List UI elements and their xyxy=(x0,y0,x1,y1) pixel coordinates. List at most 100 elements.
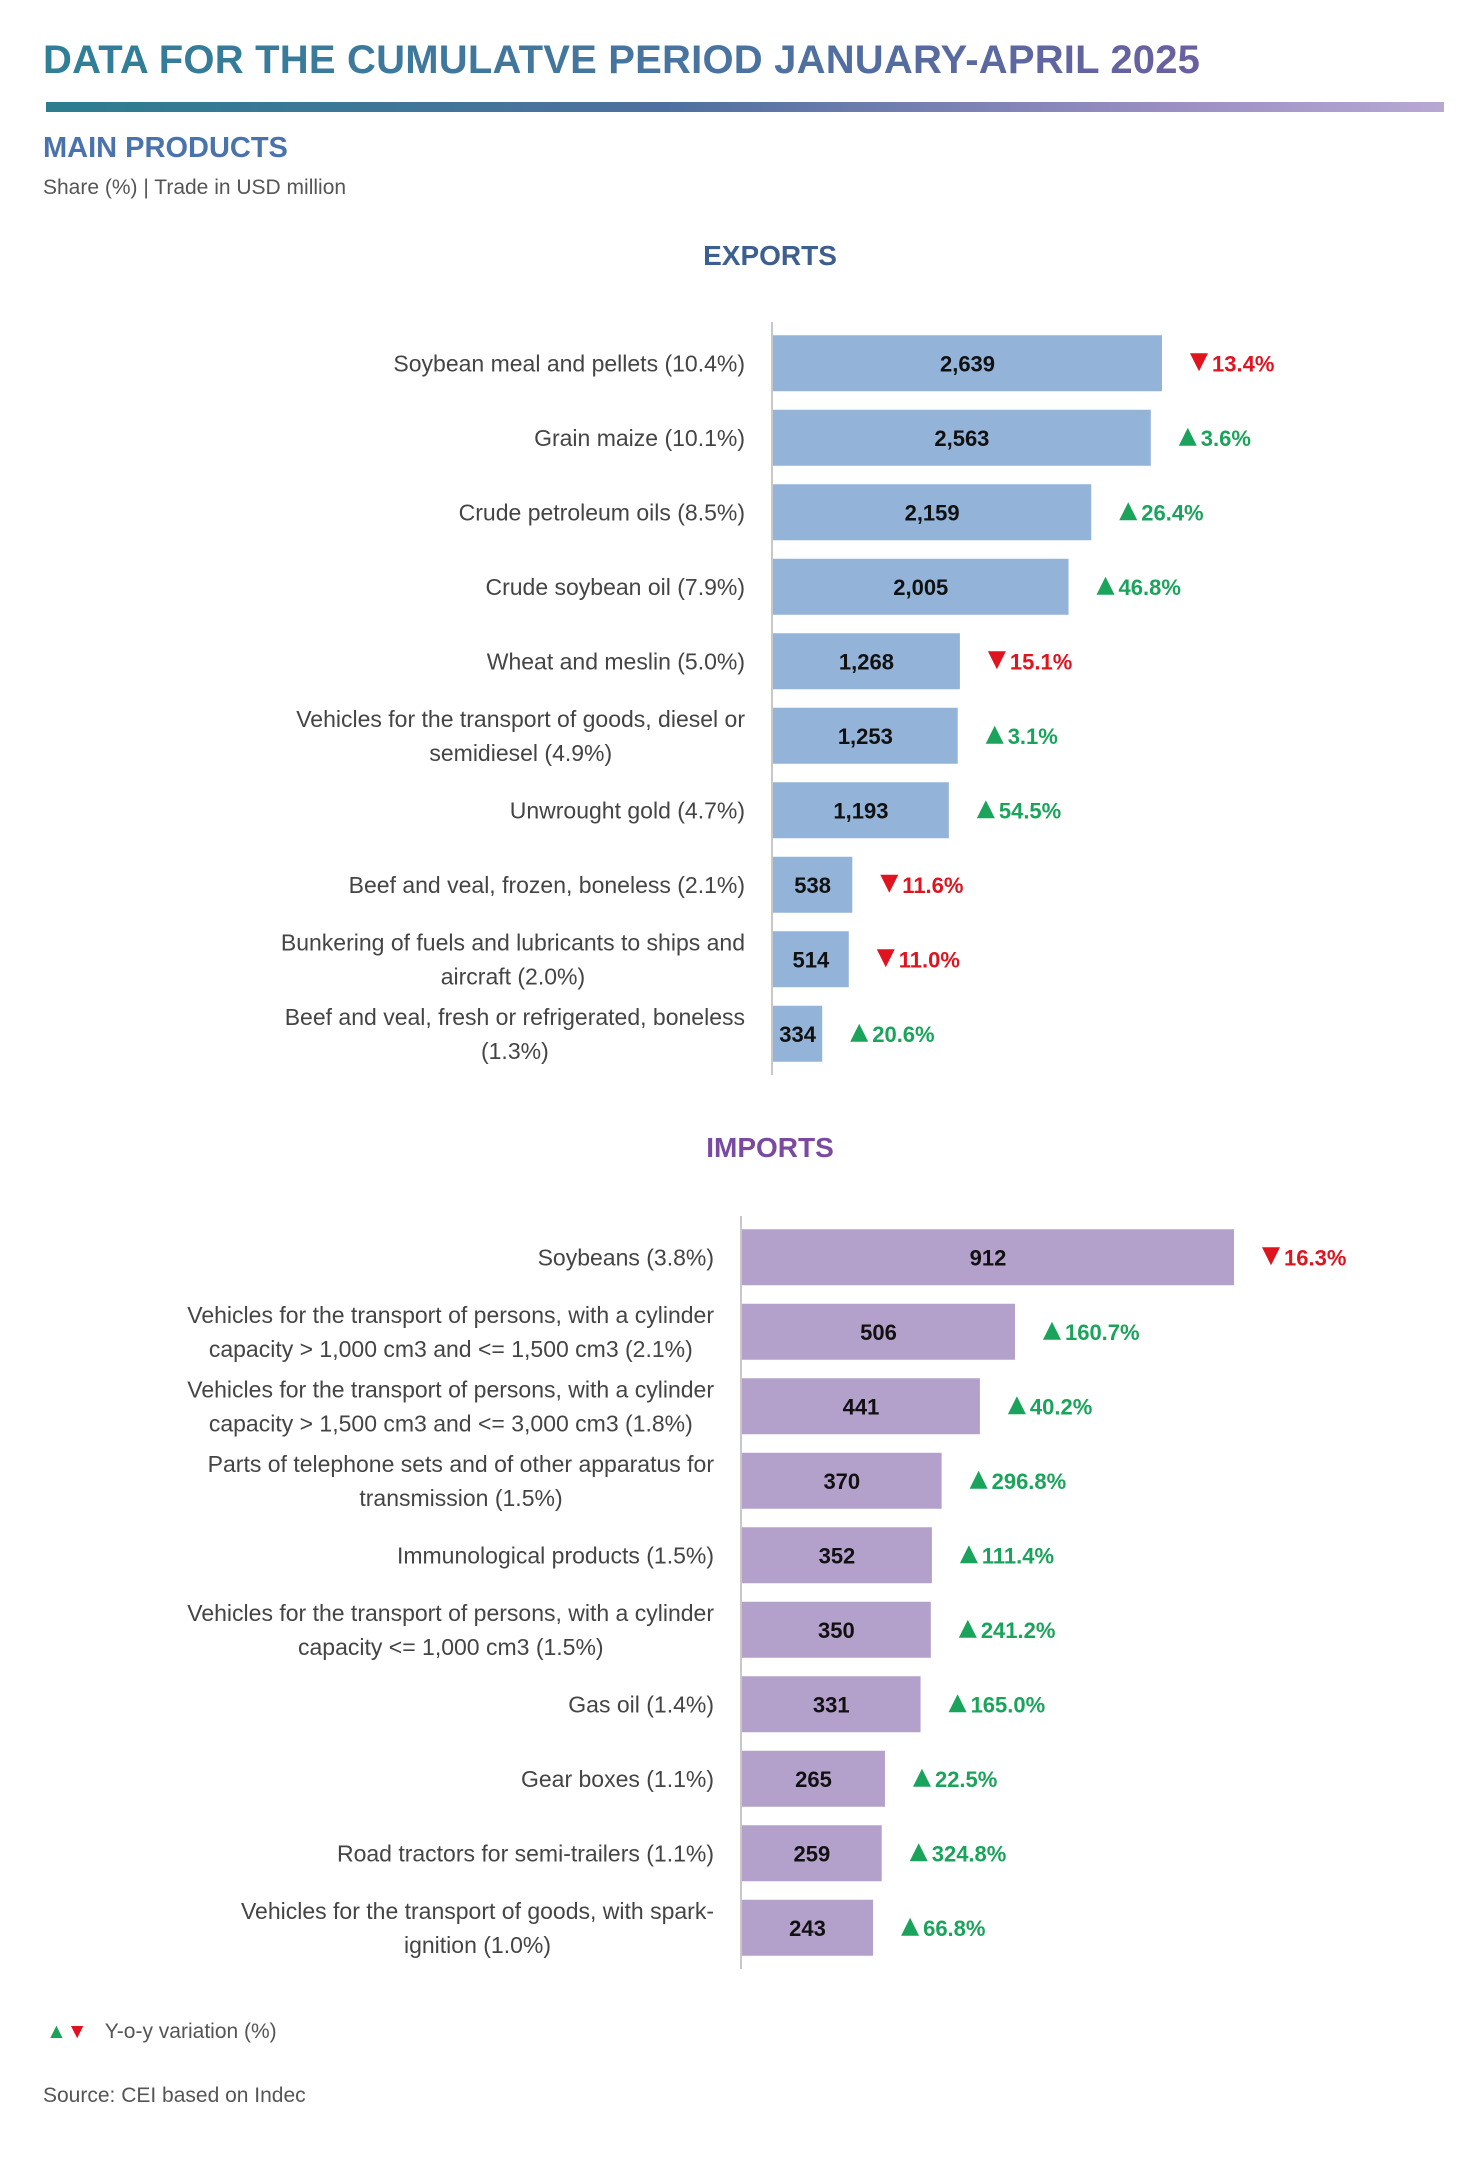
import-yoy-label-3: 40.2% xyxy=(1030,1394,1092,1419)
legend: ▲▼ Y-o-y variation (%) xyxy=(46,2020,277,2044)
import-bar-5 xyxy=(742,1527,932,1584)
import-bar-4 xyxy=(742,1452,942,1509)
import-category-label-3-line-2: capacity > 1,500 cm3 and <= 3,000 cm3 (1… xyxy=(209,1410,693,1436)
section-title: MAIN PRODUCTS xyxy=(43,132,288,164)
export-value-label-8: 538 xyxy=(794,873,831,898)
export-category-label-6-line-2: semidiesel (4.9%) xyxy=(429,740,612,766)
export-bar-8 xyxy=(773,856,853,913)
import-up-arrow-icon-3 xyxy=(1007,1396,1026,1415)
import-yoy-label-5: 111.4% xyxy=(982,1543,1054,1568)
export-value-label-9: 514 xyxy=(793,947,830,972)
import-value-label-8: 265 xyxy=(795,1767,832,1792)
section-subtitle: Share (%) | Trade in USD million xyxy=(43,176,347,199)
legend-text: Y-o-y variation (%) xyxy=(104,2020,277,2043)
import-category-label-1: Soybeans (3.8%) xyxy=(538,1244,714,1270)
export-yoy-label-8: 11.6% xyxy=(902,873,963,898)
import-value-label-5: 352 xyxy=(819,1543,856,1568)
import-up-arrow-icon-7 xyxy=(948,1694,967,1713)
import-category-label-10-line-1: Vehicles for the transport of goods, wit… xyxy=(241,1898,714,1924)
export-bar-9 xyxy=(773,931,849,988)
export-bar-7 xyxy=(773,782,949,839)
import-value-label-1: 912 xyxy=(970,1245,1007,1270)
page-title: DATA FOR THE CUMULATVE PERIOD JANUARY-AP… xyxy=(43,38,1201,82)
import-up-arrow-icon-5 xyxy=(959,1545,978,1564)
import-category-label-5: Immunological products (1.5%) xyxy=(397,1542,714,1568)
import-value-label-2: 506 xyxy=(860,1320,897,1345)
import-category-label-9: Road tractors for semi-trailers (1.1%) xyxy=(337,1840,714,1866)
import-yoy-label-7: 165.0% xyxy=(971,1692,1046,1717)
import-value-label-9: 259 xyxy=(794,1841,831,1866)
export-category-label-10-line-1: Beef and veal, fresh or refrigerated, bo… xyxy=(285,1004,745,1030)
export-yoy-label-7: 54.5% xyxy=(999,798,1061,823)
import-bar-6 xyxy=(742,1601,931,1658)
import-yoy-label-2: 160.7% xyxy=(1065,1320,1140,1345)
export-down-arrow-icon-8 xyxy=(880,874,899,893)
export-value-label-7: 1,193 xyxy=(833,798,888,823)
export-category-label-3: Crude petroleum oils (8.5%) xyxy=(459,499,745,525)
import-up-arrow-icon-9 xyxy=(909,1843,928,1862)
import-yoy-label-4: 296.8% xyxy=(992,1469,1067,1494)
export-value-label-5: 1,268 xyxy=(839,649,894,674)
import-up-arrow-icon-10 xyxy=(901,1917,920,1936)
export-category-label-4: Crude soybean oil (7.9%) xyxy=(485,574,745,600)
import-up-arrow-icon-8 xyxy=(912,1768,931,1787)
export-yoy-label-10: 20.6% xyxy=(872,1022,934,1047)
export-category-label-9-line-2: aircraft (2.0%) xyxy=(441,963,585,989)
export-value-label-4: 2,005 xyxy=(893,575,948,600)
import-bar-1 xyxy=(742,1229,1234,1286)
export-category-label-2: Grain maize (10.1%) xyxy=(534,425,745,451)
export-value-label-10: 334 xyxy=(779,1022,816,1047)
export-value-label-2: 2,563 xyxy=(934,426,989,451)
export-category-label-8: Beef and veal, frozen, boneless (2.1%) xyxy=(349,872,745,898)
title-divider xyxy=(46,102,1444,112)
import-value-label-6: 350 xyxy=(818,1618,855,1643)
export-value-label-6: 1,253 xyxy=(838,724,893,749)
import-down-arrow-icon-1 xyxy=(1262,1247,1280,1266)
exports-chart-title: EXPORTS xyxy=(703,240,837,271)
export-bar-4 xyxy=(773,558,1069,615)
import-category-label-2-line-2: capacity > 1,000 cm3 and <= 1,500 cm3 (2… xyxy=(209,1336,693,1362)
import-bar-chart: 912 Soybeans (3.8%) 16.3% 506 Vehicles for t… xyxy=(187,1216,1346,1969)
export-category-label-6-line-1: Vehicles for the transport of goods, die… xyxy=(296,706,745,732)
import-category-label-3-line-1: Vehicles for the transport of persons, w… xyxy=(187,1376,714,1402)
import-yoy-label-9: 324.8% xyxy=(932,1841,1007,1866)
export-bar-3 xyxy=(773,484,1092,541)
export-category-label-9-line-1: Bunkering of fuels and lubricants to shi… xyxy=(281,929,745,955)
legend-up-arrow-icon: ▲ xyxy=(46,2020,67,2043)
import-category-label-4-line-2: transmission (1.5%) xyxy=(359,1485,562,1511)
import-up-arrow-icon-2 xyxy=(1042,1321,1061,1340)
import-category-label-7: Gas oil (1.4%) xyxy=(568,1691,714,1717)
export-yoy-label-2: 3.6% xyxy=(1201,426,1251,451)
export-bar-2 xyxy=(773,409,1151,466)
import-value-label-7: 331 xyxy=(813,1692,850,1717)
import-bar-8 xyxy=(742,1750,885,1807)
import-value-label-10: 243 xyxy=(789,1916,826,1941)
export-up-arrow-icon-6 xyxy=(985,725,1004,744)
export-up-arrow-icon-4 xyxy=(1096,576,1115,595)
export-up-arrow-icon-7 xyxy=(976,800,995,819)
export-yoy-label-4: 46.8% xyxy=(1119,575,1181,600)
import-yoy-label-6: 241.2% xyxy=(981,1618,1056,1643)
imports-chart-title: IMPORTS xyxy=(706,1132,834,1163)
export-up-arrow-icon-3 xyxy=(1119,502,1138,521)
export-up-arrow-icon-2 xyxy=(1178,427,1197,446)
import-category-label-10-line-2: ignition (1.0%) xyxy=(404,1932,551,1958)
export-up-arrow-icon-10 xyxy=(850,1023,869,1042)
export-yoy-label-6: 3.1% xyxy=(1008,724,1058,749)
export-yoy-label-5: 15.1% xyxy=(1010,649,1072,674)
import-category-label-8: Gear boxes (1.1%) xyxy=(521,1766,714,1792)
export-value-label-3: 2,159 xyxy=(905,500,960,525)
export-category-label-10-line-2: (1.3%) xyxy=(481,1038,549,1064)
export-category-label-5: Wheat and meslin (5.0%) xyxy=(487,648,745,674)
import-bar-2 xyxy=(742,1303,1015,1360)
export-down-arrow-icon-1 xyxy=(1190,353,1208,372)
import-bar-10 xyxy=(742,1899,874,1956)
export-category-label-1: Soybean meal and pellets (10.4%) xyxy=(393,350,745,376)
export-bar-10 xyxy=(773,1005,823,1062)
export-bar-5 xyxy=(773,633,960,690)
export-value-label-1: 2,639 xyxy=(940,351,995,376)
export-category-label-7: Unwrought gold (4.7%) xyxy=(510,797,745,823)
export-bar-chart: 2,639 Soybean meal and pellets (10.4%) 13.… xyxy=(281,322,1274,1075)
